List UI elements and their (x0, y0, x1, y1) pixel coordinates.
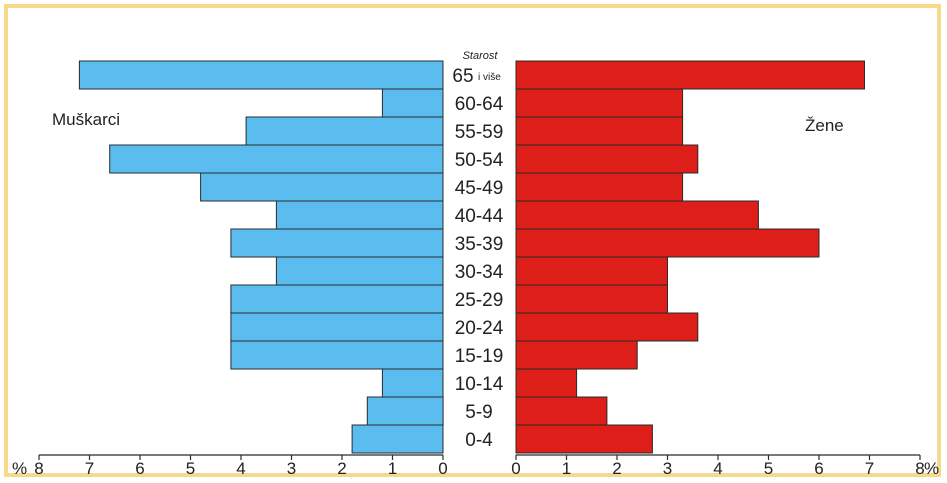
female-bar-0-4 (515, 424, 653, 454)
left-unit-label: % (12, 459, 27, 478)
male-bar-30-34 (275, 256, 444, 286)
age-label-65: 65 (452, 66, 473, 87)
female-bar-35-39 (515, 228, 820, 258)
male-bar-40-44 (275, 200, 444, 230)
male-bar-20-24 (230, 312, 444, 342)
age-label-35-39: 35-39 (455, 234, 504, 255)
female-bar-40-44 (515, 200, 759, 230)
age-label-30-34: 30-34 (455, 262, 504, 283)
female-tick-label-7: 7 (865, 459, 874, 478)
age-label-50-54: 50-54 (455, 150, 504, 171)
female-bar-50-54 (515, 144, 699, 174)
female-tick-label-8: 8 (915, 459, 924, 478)
female-bar-25-29 (515, 284, 668, 314)
female-bar-30-34 (515, 256, 668, 286)
age-label-0-4: 0-4 (465, 430, 493, 451)
right-unit-label: % (924, 459, 939, 478)
male-bars (78, 60, 444, 454)
male-bar-60-64 (381, 88, 444, 118)
male-bar-65 (78, 60, 444, 90)
male-bar-15-19 (230, 340, 444, 370)
age-label-40-44: 40-44 (455, 206, 504, 227)
female-tick-label-6: 6 (814, 459, 823, 478)
age-label-5-9: 5-9 (465, 402, 492, 423)
female-tick-label-3: 3 (663, 459, 672, 478)
female-bar-65 (515, 60, 865, 90)
male-tick-label-3: 3 (287, 459, 296, 478)
age-group-labels: 65 60-64 55-59 50-54 45-49 40-44 35-39 30-34 25-… (452, 66, 503, 451)
male-series-label: Muškarci (52, 110, 120, 129)
age-label-10-14: 10-14 (455, 374, 504, 395)
age-label-55-59: 55-59 (455, 122, 504, 143)
male-bar-45-49 (200, 172, 444, 202)
female-tick-label-5: 5 (764, 459, 773, 478)
female-tick-label-4: 4 (713, 459, 722, 478)
female-bar-10-14 (515, 368, 578, 398)
male-tick-label-5: 5 (186, 459, 195, 478)
female-bar-55-59 (515, 116, 684, 146)
male-bar-55-59 (245, 116, 444, 146)
female-x-axis: 0 1 2 3 4 5 6 7 8 (511, 454, 925, 478)
age-label-60-64: 60-64 (455, 94, 504, 115)
age-label-25-29: 25-29 (455, 290, 504, 311)
male-bar-10-14 (381, 368, 444, 398)
female-bar-5-9 (515, 396, 608, 426)
age-axis-title: Starost (463, 50, 499, 62)
male-tick-label-1: 1 (388, 459, 397, 478)
male-tick-label-8: 8 (34, 459, 43, 478)
male-tick-label-4: 4 (236, 459, 245, 478)
female-tick-label-2: 2 (612, 459, 621, 478)
male-tick-label-7: 7 (85, 459, 94, 478)
female-tick-label-0: 0 (511, 459, 520, 478)
male-tick-label-0: 0 (438, 459, 447, 478)
male-bar-35-39 (230, 228, 444, 258)
male-tick-label-6: 6 (135, 459, 144, 478)
male-bar-25-29 (230, 284, 444, 314)
male-x-axis: 8 7 6 5 4 3 2 1 0 (34, 454, 448, 478)
age-label-45-49: 45-49 (455, 178, 504, 199)
female-series-label: Žene (805, 116, 844, 135)
female-bar-60-64 (515, 88, 684, 118)
male-bar-50-54 (109, 144, 444, 174)
female-bars (515, 60, 865, 454)
age-label-20-24: 20-24 (455, 318, 504, 339)
male-tick-label-2: 2 (337, 459, 346, 478)
female-tick-label-1: 1 (562, 459, 571, 478)
top-age-group-suffix: i više (478, 72, 501, 83)
male-bar-5-9 (366, 396, 444, 426)
female-bar-45-49 (515, 172, 684, 202)
female-bar-15-19 (515, 340, 638, 370)
male-bar-0-4 (351, 424, 444, 454)
female-bar-20-24 (515, 312, 699, 342)
age-label-15-19: 15-19 (455, 346, 504, 367)
